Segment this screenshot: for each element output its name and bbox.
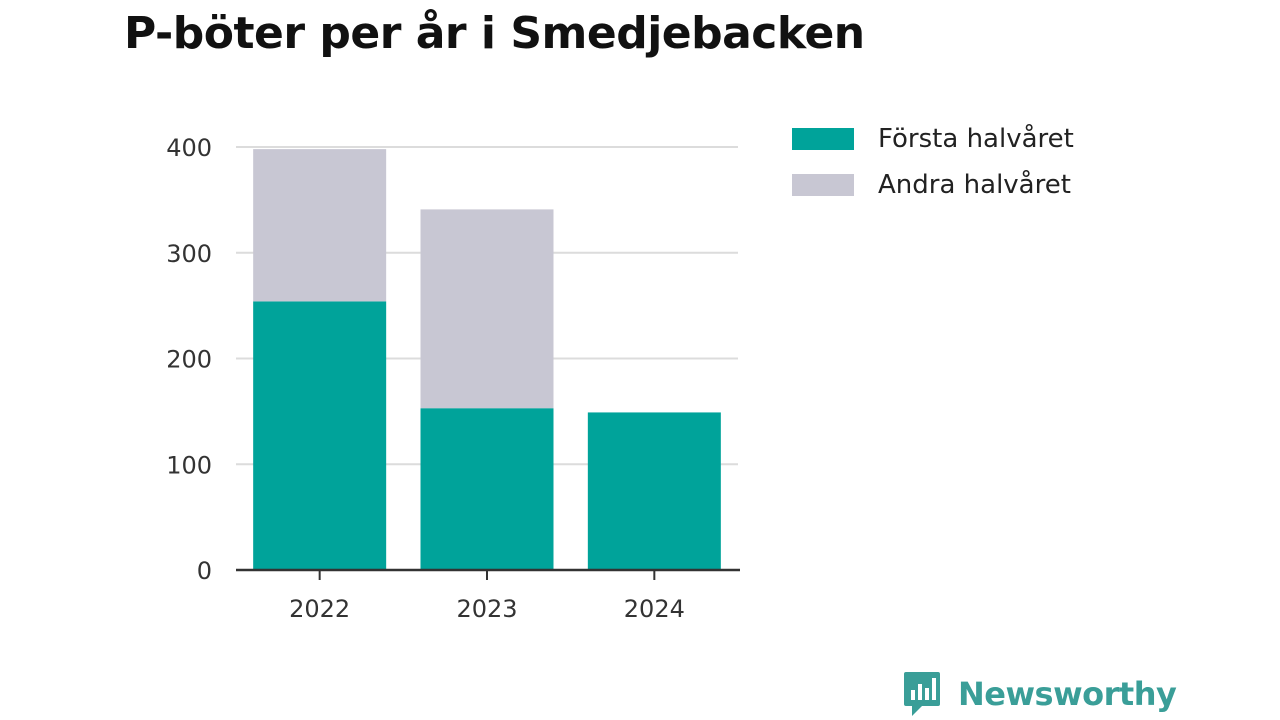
legend-item-andra: Andra halvåret <box>792 162 1074 208</box>
newsworthy-logo-icon <box>904 672 940 716</box>
legend-label-forsta: Första halvåret <box>878 124 1074 154</box>
bar-2023-series-0 <box>420 408 554 570</box>
legend-swatch-forsta <box>792 128 854 150</box>
chart-title: P-böter per år i Smedjebacken <box>124 8 865 59</box>
y-tick-label: 400 <box>166 134 212 162</box>
y-axis-labels: 0 100 200 300 400 <box>166 134 212 585</box>
x-tick-label: 2022 <box>289 595 350 623</box>
legend: Första halvåret Andra halvåret <box>792 116 1074 208</box>
legend-item-forsta: Första halvåret <box>792 116 1074 162</box>
bar-2022-series-0 <box>253 301 387 570</box>
legend-swatch-andra <box>792 174 854 196</box>
legend-label-andra: Andra halvåret <box>878 170 1071 200</box>
bar-2022-series-1 <box>253 149 387 302</box>
x-tick-label: 2024 <box>624 595 685 623</box>
y-tick-label: 200 <box>166 346 212 374</box>
bar-2024-series-0 <box>587 412 721 570</box>
y-tick-label: 300 <box>166 240 212 268</box>
newsworthy-logo: Newsworthy <box>902 670 1177 718</box>
y-tick-label: 0 <box>197 557 212 585</box>
newsworthy-wordmark: Newsworthy <box>958 675 1177 713</box>
y-tick-label: 100 <box>166 451 212 479</box>
bars <box>253 149 721 570</box>
x-axis <box>236 568 740 580</box>
x-tick-label: 2023 <box>456 595 517 623</box>
x-axis-labels: 2022 2023 2024 <box>289 595 685 623</box>
bar-2023-series-1 <box>420 209 554 409</box>
